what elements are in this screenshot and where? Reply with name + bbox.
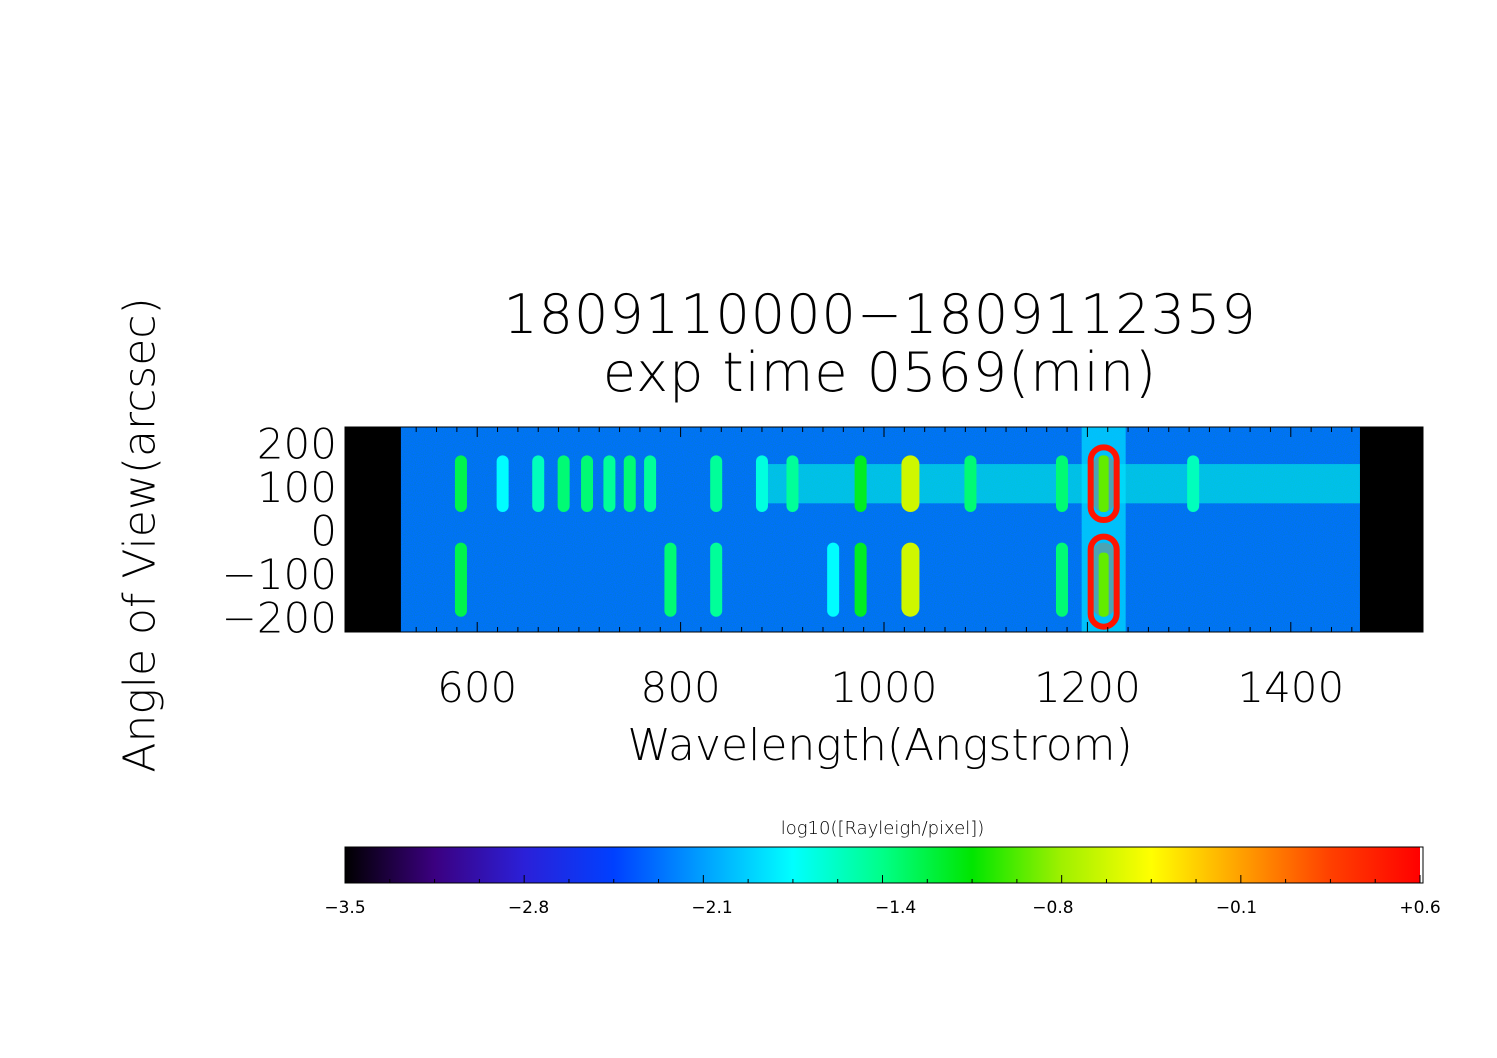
lyman-alpha-upper-ring	[1087, 444, 1120, 524]
emission-line-upper	[623, 455, 636, 513]
emission-line-977	[854, 455, 867, 617]
emission-line-1175	[1055, 455, 1068, 617]
emission-line-950	[827, 542, 840, 617]
emission-line-upper	[532, 455, 545, 513]
y-tick-label: −100	[222, 550, 337, 599]
emission-line-910	[786, 455, 799, 513]
lyman-alpha-lower-ring	[1087, 533, 1120, 630]
emission-line-880	[755, 455, 768, 513]
emission-line-1216	[1081, 427, 1126, 632]
emission-line-1085	[964, 455, 977, 513]
emission-line-790	[664, 542, 677, 617]
emission-line-770	[644, 455, 657, 513]
colorbar-tick-label: −0.8	[1032, 898, 1073, 918]
emission-line-1026	[901, 455, 920, 617]
emission-line-750	[623, 455, 636, 513]
emission-line-upper	[786, 455, 799, 513]
emission-line-708	[581, 455, 594, 513]
emission-line-1304	[1187, 455, 1200, 513]
emission-line-upper	[454, 455, 467, 513]
y-tick-label: 100	[257, 463, 337, 512]
emission-line-660	[532, 455, 545, 513]
emission-line-upper	[557, 455, 570, 513]
colorbar-tick-label: +0.6	[1399, 898, 1440, 918]
colorbar: −3.5 −2.8 −2.1 −1.4 −0.8 −0.1 +0.6	[324, 846, 1441, 918]
emission-line-upper	[755, 455, 768, 513]
emission-line-730	[603, 455, 616, 513]
y-tick-label: 200	[257, 419, 337, 468]
emission-line-lower	[454, 542, 467, 617]
x-tick-label: 1400	[1237, 663, 1344, 712]
lyman-alpha-lower-core	[1098, 552, 1109, 617]
colorbar-tick-label: −2.8	[508, 898, 549, 918]
heatmap-noise	[400, 427, 1360, 632]
lyman-alpha-upper-core	[1098, 455, 1109, 513]
x-tick-label: 600	[437, 663, 517, 712]
x-tick-label: 1000	[831, 663, 938, 712]
y-tick-label: 0	[310, 507, 337, 556]
emission-line-625	[496, 455, 509, 513]
emission-line-upper	[581, 455, 594, 513]
emission-line-584	[454, 455, 467, 617]
emission-line-upper	[644, 455, 657, 513]
chart-title: 1809110000−1809112359	[503, 283, 1257, 346]
emission-line-lower	[710, 542, 723, 617]
colorbar-tick-label: −0.1	[1216, 898, 1257, 918]
x-tick-label: 800	[641, 663, 721, 712]
emission-line-835	[710, 455, 723, 617]
colorbar-tick-label: −2.1	[691, 898, 732, 918]
emission-line-upper	[854, 455, 867, 513]
heatmap-image	[345, 427, 1423, 632]
emission-line-lower	[1055, 542, 1068, 617]
emission-line-upper	[1187, 455, 1200, 513]
colorbar-tick-label: −1.4	[875, 898, 916, 918]
x-axis-label: Wavelength(Angstrom)	[627, 720, 1133, 771]
y-tick-label: −200	[222, 594, 337, 643]
emission-line-upper	[901, 455, 920, 513]
emission-line-upper	[964, 455, 977, 513]
colorbar-label: log10([Rayleigh/pixel])	[780, 818, 985, 839]
emission-line-lower	[854, 542, 867, 617]
emission-line-lower	[664, 542, 677, 617]
emission-line-upper	[1055, 455, 1068, 513]
emission-line-upper	[496, 455, 509, 513]
emission-line-upper	[603, 455, 616, 513]
emission-line-lower	[827, 542, 840, 617]
x-tick-label: 1200	[1034, 663, 1141, 712]
emission-line-lower	[901, 542, 920, 617]
emission-line-upper	[710, 455, 723, 513]
colorbar-tick-label: −3.5	[324, 898, 365, 918]
chart-subtitle: exp time 0569(min)	[602, 341, 1158, 404]
colorbar-frame	[344, 846, 1424, 884]
emission-line-685	[557, 455, 570, 513]
